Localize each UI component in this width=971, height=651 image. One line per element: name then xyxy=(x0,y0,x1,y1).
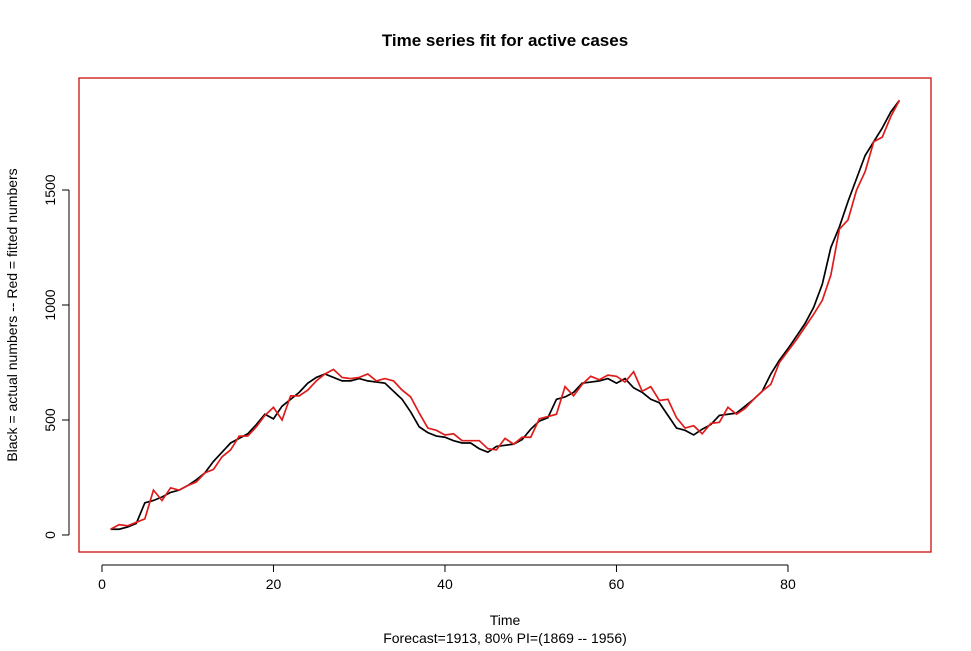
x-tick-label: 0 xyxy=(98,576,106,592)
y-tick-label: 0 xyxy=(42,531,58,539)
x-tick-label: 40 xyxy=(437,576,453,592)
x-tick-label: 20 xyxy=(266,576,282,592)
series-line xyxy=(110,99,901,531)
y-tick-label: 500 xyxy=(42,408,58,432)
series-line xyxy=(110,99,901,530)
x-axis-label: Time xyxy=(490,612,521,628)
chart-title: Time series fit for active cases xyxy=(382,31,628,50)
y-tick-label: 1500 xyxy=(42,174,58,205)
plot-frame xyxy=(78,77,932,553)
y-axis-label: Black = actual numbers -- Red = fitted n… xyxy=(4,168,20,461)
subtitle: Forecast=1913, 80% PI=(1869 -- 1956) xyxy=(383,630,627,646)
x-tick-label: 80 xyxy=(780,576,796,592)
y-tick-label: 1000 xyxy=(42,289,58,320)
x-tick-label: 60 xyxy=(609,576,625,592)
